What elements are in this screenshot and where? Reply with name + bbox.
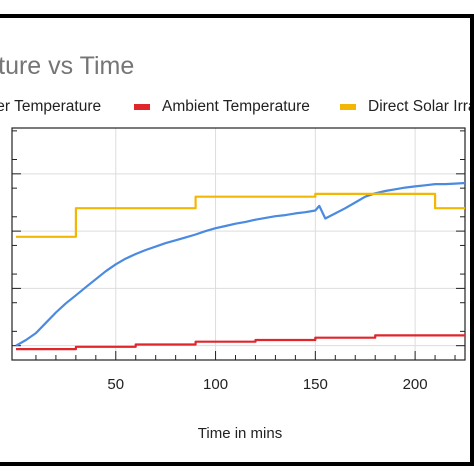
legend-swatch-1 (134, 104, 150, 110)
series-lines (15, 181, 466, 351)
series-line-2 (16, 192, 465, 238)
legend-swatch-2 (340, 104, 356, 110)
series-line-1 (16, 334, 465, 351)
x-tick-label: 150 (303, 376, 328, 393)
legend-item-series-0[interactable]: ter Temperature (0, 98, 101, 116)
chart-title: erature vs Time (0, 52, 135, 80)
plot-border (11, 127, 466, 361)
chart-frame: erature vs Time ter Temperature Ambient … (0, 14, 474, 466)
tick-labels: 50 100 150 200 Time in mins (107, 376, 427, 442)
axes (11, 127, 466, 361)
x-axis-label: Time in mins (198, 425, 282, 442)
grid-lines (12, 128, 465, 360)
legend-label-0: ter Temperature (0, 98, 102, 115)
chart-legend: ter Temperature Ambient Temperature Dire… (0, 98, 474, 122)
x-tick-label: 100 (203, 376, 228, 393)
series-line-0 (15, 181, 466, 347)
line-chart: 50 100 150 200 Time in mins (11, 127, 466, 442)
legend-label-2: Direct Solar Irra (368, 98, 474, 115)
x-tick-label: 200 (403, 376, 428, 393)
legend-item-series-2[interactable]: Direct Solar Irra (340, 98, 474, 116)
legend-item-series-1[interactable]: Ambient Temperature (134, 98, 310, 116)
x-tick-label: 50 (107, 376, 124, 393)
legend-label-1: Ambient Temperature (162, 98, 310, 115)
